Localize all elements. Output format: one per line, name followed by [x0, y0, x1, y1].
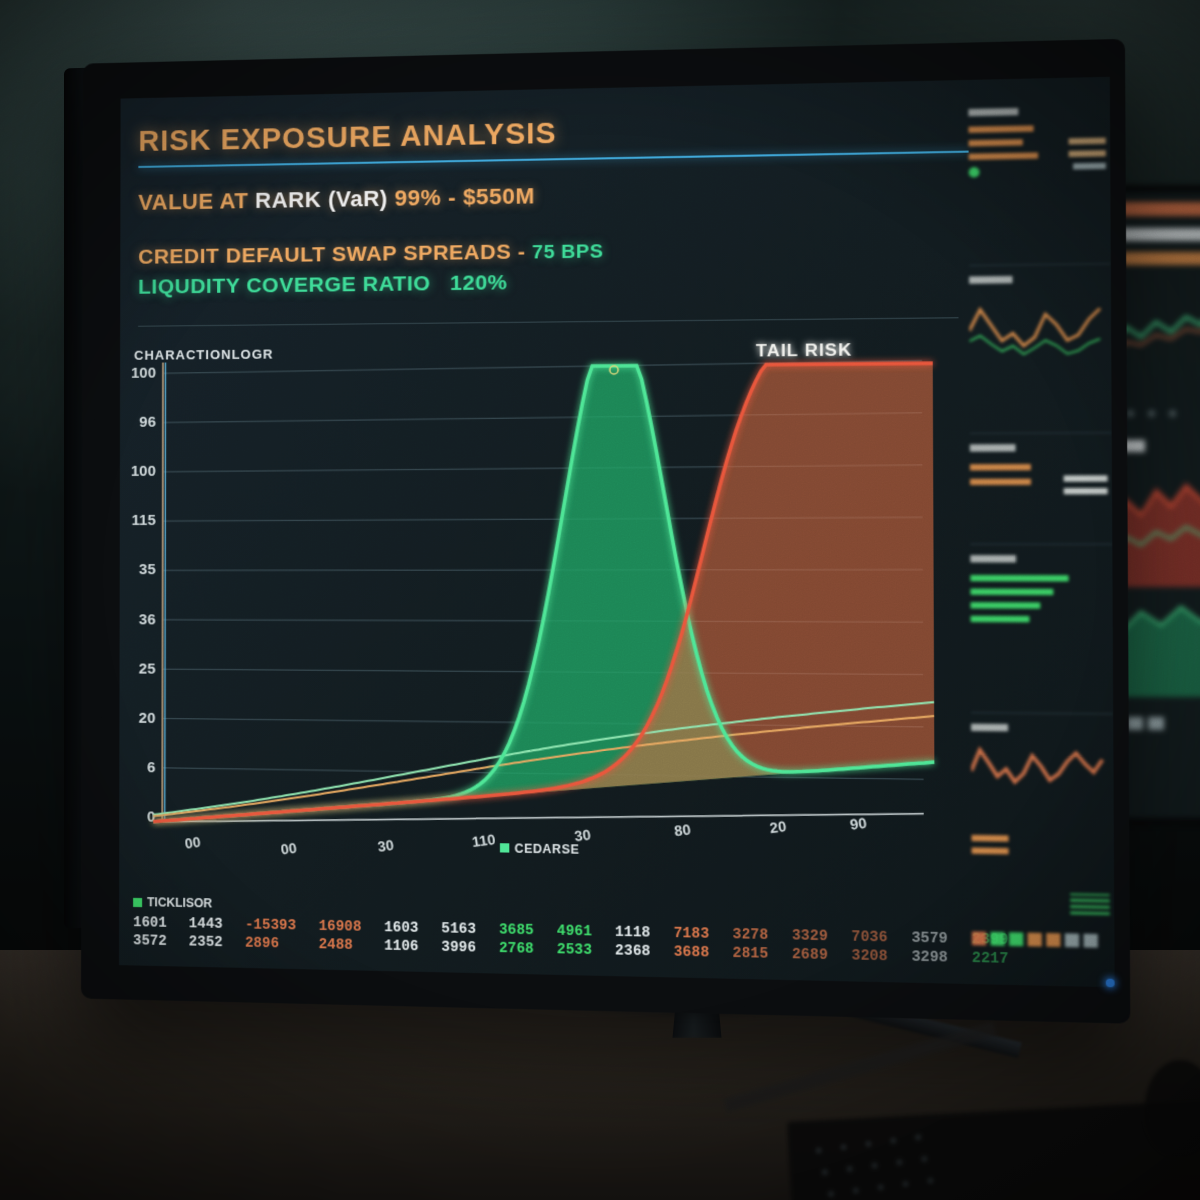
svg-text:115: 115 [132, 513, 156, 529]
svg-text:30: 30 [377, 836, 395, 854]
svg-text:100: 100 [131, 366, 156, 382]
svg-text:25: 25 [139, 661, 156, 677]
svg-text:90: 90 [849, 814, 868, 833]
svg-text:20: 20 [139, 710, 156, 726]
svg-text:96: 96 [139, 415, 156, 431]
svg-text:00: 00 [280, 839, 298, 857]
svg-text:20: 20 [769, 818, 788, 837]
svg-text:00: 00 [184, 833, 202, 851]
svg-text:80: 80 [673, 821, 692, 840]
svg-text:35: 35 [139, 563, 156, 579]
svg-text:100: 100 [131, 464, 156, 480]
svg-text:6: 6 [147, 760, 155, 776]
svg-text:110: 110 [471, 831, 497, 850]
svg-text:36: 36 [139, 612, 156, 628]
svg-text:TAIL RISK: TAIL RISK [756, 340, 852, 361]
